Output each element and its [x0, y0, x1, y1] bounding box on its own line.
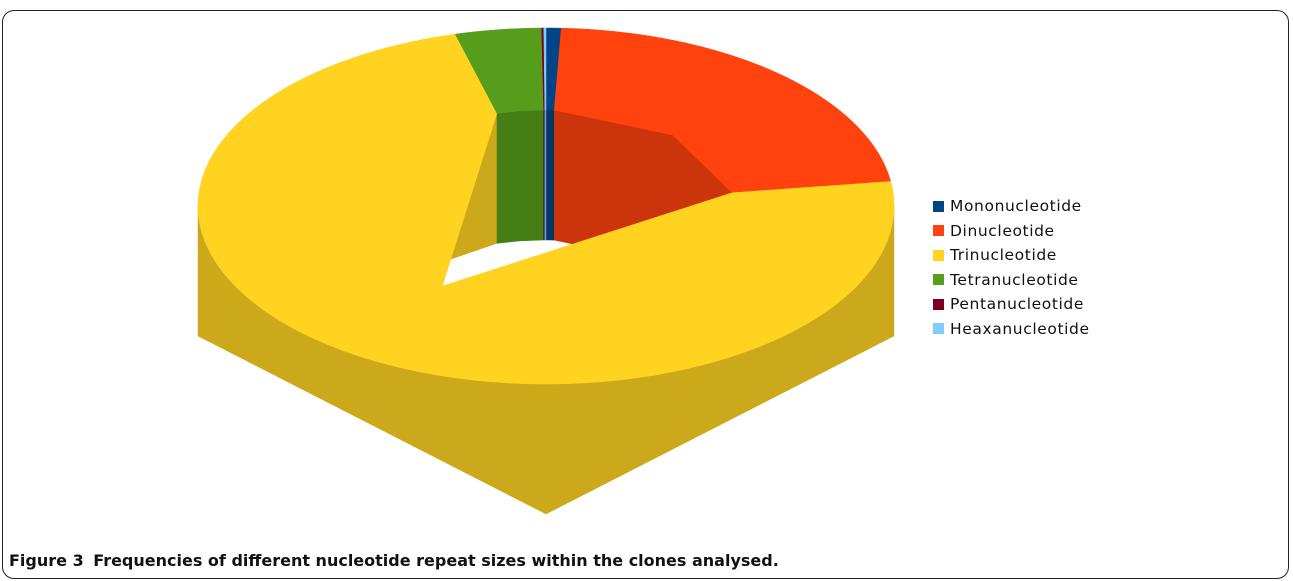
inner-wall-tetranucleotide — [496, 109, 544, 244]
legend-label: Tetranucleotide — [950, 270, 1079, 289]
legend-swatch — [933, 323, 944, 335]
inner-wall-heaxanucleotide — [544, 109, 547, 241]
legend-label: Dinucleotide — [950, 221, 1055, 240]
legend-label: Heaxanucleotide — [950, 319, 1090, 338]
caption-label: Figure 3 — [9, 551, 84, 570]
legend-swatch — [933, 249, 944, 261]
legend-swatch — [933, 225, 944, 237]
slice-trinucleotide — [197, 33, 895, 385]
legend-label: Pentanucleotide — [950, 295, 1084, 314]
chart-legend: Mononucleotide Dinucleotide Trinucleotide T… — [933, 194, 1090, 341]
figure-frame — [2, 10, 1289, 579]
legend-swatch — [933, 298, 944, 310]
legend-item-tetranucleotide: Tetranucleotide — [933, 268, 1090, 293]
legend-label: Mononucleotide — [950, 197, 1082, 216]
slice-tetranucleotide — [454, 27, 544, 114]
inner-wall-mononucleotide — [545, 109, 555, 241]
legend-swatch — [933, 200, 944, 212]
legend-item-pentanucleotide: Pentanucleotide — [933, 292, 1090, 317]
legend-item-heaxanucleotide: Heaxanucleotide — [933, 317, 1090, 342]
slice-dinucleotide — [554, 27, 892, 194]
caption-text: Frequencies of different nucleotide repe… — [93, 551, 779, 570]
legend-swatch — [933, 274, 944, 286]
legend-item-trinucleotide: Trinucleotide — [933, 243, 1090, 268]
legend-item-dinucleotide: Dinucleotide — [933, 219, 1090, 244]
legend-label: Trinucleotide — [950, 246, 1057, 265]
legend-item-mononucleotide: Mononucleotide — [933, 194, 1090, 219]
figure-caption: Figure 3 Frequencies of different nucleo… — [9, 551, 779, 570]
slice-heaxanucleotide — [543, 27, 547, 111]
